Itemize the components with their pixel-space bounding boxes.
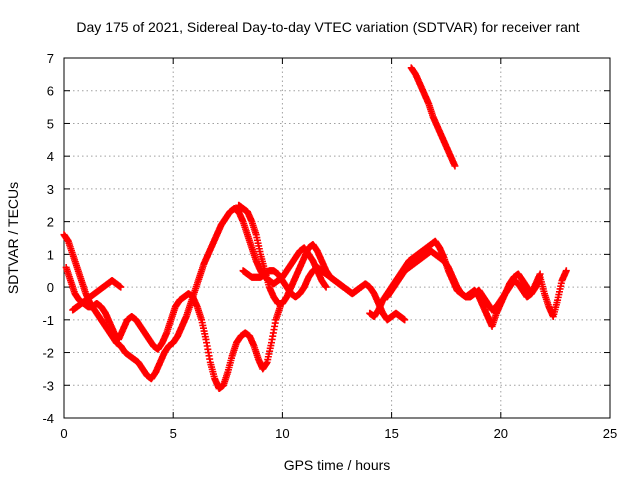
series-track-8	[407, 64, 459, 170]
data-point	[562, 267, 570, 275]
x-tick-label: 20	[494, 426, 508, 441]
y-tick-label: -1	[42, 313, 54, 328]
x-tick-label: 0	[60, 426, 67, 441]
data-point	[322, 283, 330, 291]
y-tick-label: 2	[47, 215, 54, 230]
y-tick-label: 6	[47, 84, 54, 99]
y-tick-label: -2	[42, 346, 54, 361]
y-tick-label: 3	[47, 182, 54, 197]
grid-lines	[64, 58, 610, 418]
series-track-3	[69, 277, 125, 314]
data-point	[536, 270, 544, 278]
plot-frame	[63, 57, 611, 419]
data-point	[451, 162, 459, 170]
series-track-7	[383, 247, 544, 330]
y-tick-label: -3	[42, 378, 54, 393]
data-point	[357, 283, 365, 291]
y-axis-label: SDTVAR / TECUs	[5, 182, 21, 294]
y-axis-ticks: -4 -3 -2 -1 0 1 2 3 4 5 6 7	[42, 51, 610, 426]
y-tick-label: 0	[47, 280, 54, 295]
x-tick-label: 15	[384, 426, 398, 441]
chart-title: Day 175 of 2021, Sidereal Day-to-day VTE…	[76, 19, 579, 35]
y-tick-label: 1	[47, 247, 54, 262]
series-track-5	[239, 263, 365, 301]
x-axis-label: GPS time / hours	[284, 457, 391, 473]
data-points	[60, 64, 570, 393]
data-point	[401, 316, 409, 324]
x-axis-ticks: 0 5 10 15 20 25	[60, 58, 617, 441]
y-tick-label: 4	[47, 149, 54, 164]
data-point	[117, 283, 125, 291]
x-tick-label: 25	[603, 426, 617, 441]
series-track-2	[62, 263, 284, 393]
x-tick-label: 5	[170, 426, 177, 441]
y-tick-label: 7	[47, 51, 54, 66]
y-tick-label: -4	[42, 411, 54, 426]
x-tick-label: 10	[275, 426, 289, 441]
y-tick-label: 5	[47, 116, 54, 131]
